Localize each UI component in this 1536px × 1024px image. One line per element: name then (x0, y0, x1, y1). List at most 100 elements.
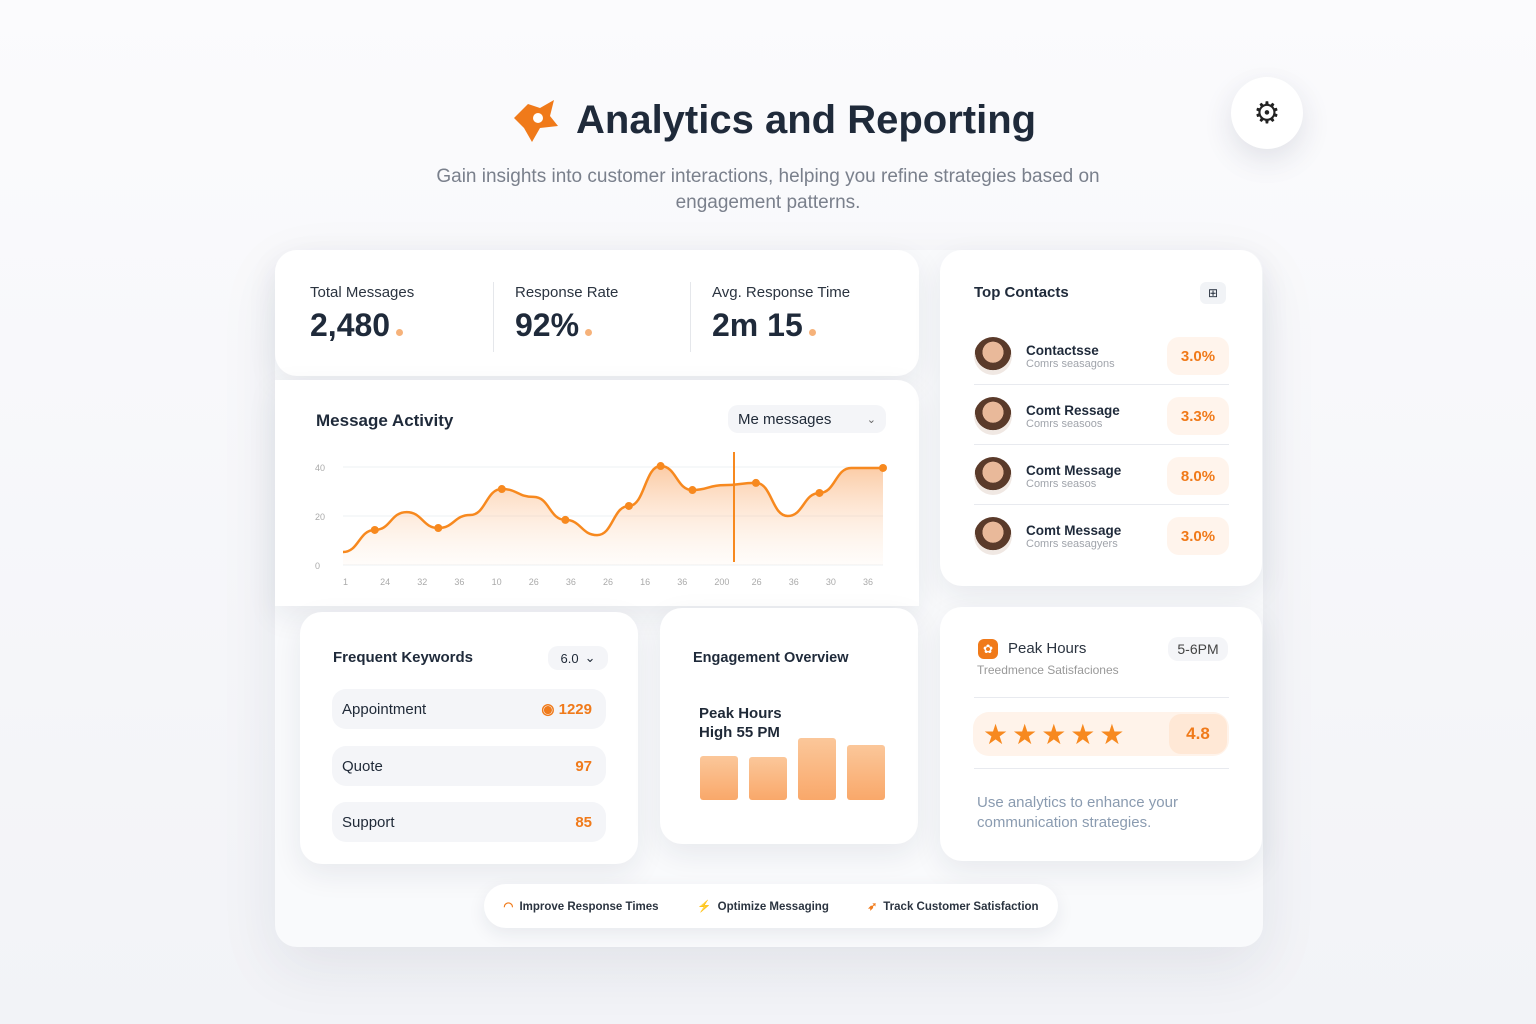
contact-name: Comt Message (1026, 522, 1122, 538)
rocket-icon: ➶ (867, 901, 878, 913)
data-point[interactable] (688, 486, 697, 495)
x-tick-label: 32 (417, 577, 427, 587)
keywords-title: Frequent Keywords (333, 649, 474, 666)
keyword-row[interactable]: Quote 97 (332, 746, 606, 786)
contact-row[interactable]: Comt Message Comrs seasos 8.0% (974, 454, 1229, 498)
engagement-title: Engagement Overview (693, 650, 849, 666)
data-point[interactable] (751, 478, 760, 487)
x-tick-label: 36 (789, 577, 799, 587)
keyword-count: 1229 (558, 701, 592, 718)
x-tick-label: 26 (603, 577, 613, 587)
contact-percent: 3.3% (1167, 397, 1229, 435)
engagement-overview-card: Engagement Overview Peak Hours High 55 PM (660, 608, 918, 844)
star-rating: ★★★★★ (983, 718, 1129, 750)
x-tick-label: 26 (529, 577, 539, 587)
keyword-label: Quote (342, 757, 383, 775)
link-label: Optimize Messaging (717, 901, 829, 913)
y-tick-label: 0 (315, 561, 320, 571)
contact-row[interactable]: Comt Message Comrs seasagyers 3.0% (974, 514, 1229, 558)
keyword-label: Appointment (342, 700, 427, 718)
data-point[interactable] (879, 463, 887, 472)
data-point[interactable] (815, 488, 824, 497)
contacts-title: Top Contacts (974, 284, 1069, 301)
improve-response-link[interactable]: ◠ Improve Response Times (503, 899, 658, 913)
contact-subtitle: Comrs seasos (1026, 477, 1097, 490)
data-point[interactable] (497, 485, 506, 494)
peak-range-badge: 5-6PM (1168, 637, 1228, 661)
contact-percent: 3.0% (1167, 517, 1229, 555)
gear-icon: ⚙ (1253, 96, 1281, 130)
optimize-messaging-link[interactable]: ⚡ Optimize Messaging (697, 899, 829, 913)
contact-subtitle: Comrs seasoos (1026, 417, 1103, 430)
x-tick-label: 36 (566, 577, 576, 587)
link-label: Track Customer Satisfaction (883, 901, 1039, 913)
data-point[interactable] (434, 524, 443, 533)
x-tick-label: 1 (343, 577, 348, 587)
x-tick-label: 24 (380, 577, 390, 587)
contact-percent: 8.0% (1167, 457, 1229, 495)
data-point[interactable] (656, 462, 665, 471)
contact-name: Contactsse (1026, 342, 1099, 358)
engagement-bar (700, 756, 738, 800)
chevron-down-icon: ⌄ (866, 413, 876, 426)
y-tick-label: 20 (315, 512, 325, 522)
data-point[interactable] (370, 525, 379, 534)
rating-bar: ★★★★★ 4.8 (973, 712, 1229, 756)
frequent-keywords-card: Frequent Keywords 6.0 ⌄ Appointment ◉ 1229… (300, 612, 638, 864)
metric-dropdown[interactable]: Me messages ⌄ (728, 405, 886, 433)
peak-label: Peak Hours (699, 705, 782, 722)
peak-subtitle: Treedmence Satisfaciones (977, 663, 1119, 677)
contact-name: Comt Message (1026, 462, 1122, 478)
peak-hours-card: ✿ Peak Hours 5-6PM Treedmence Satisfacio… (940, 607, 1262, 861)
stat-label: Response Rate (515, 284, 619, 301)
x-tick-label: 36 (677, 577, 687, 587)
y-tick-label: 40 (315, 463, 325, 473)
logo-icon (510, 98, 560, 144)
page-subtitle: Gain insights into customer interactions… (436, 166, 1100, 213)
export-icon[interactable]: ⊞ (1200, 282, 1226, 304)
top-contacts-card: Top Contacts ⊞ Contactsse Comrs seasagons… (940, 250, 1262, 586)
engagement-bar (847, 745, 885, 800)
link-label: Improve Response Times (519, 901, 659, 913)
keyword-label: Support (342, 813, 395, 831)
keyword-row[interactable]: Support 85 (332, 802, 606, 842)
keyword-count: 85 (575, 813, 592, 831)
x-tick-label: 10 (492, 577, 502, 587)
data-point[interactable] (561, 515, 570, 524)
rating-value: 4.8 (1169, 714, 1227, 754)
avatar (974, 517, 1012, 555)
contact-subtitle: Comrs seasagons (1026, 357, 1115, 370)
footer-actions: ◠ Improve Response Times ⚡ Optimize Messag… (484, 884, 1058, 928)
area-fill (343, 466, 883, 565)
stat-label: Total Messages (310, 284, 415, 301)
message-activity-card: Message Activity Me messages ⌄ 40 20 0 1 24 32… (275, 380, 919, 606)
stats-card: Total Messages 2,480 Response Rate 92% Avg… (275, 250, 919, 376)
dropdown-value: 6.0 (560, 650, 579, 666)
keywords-dropdown[interactable]: 6.0 ⌄ (548, 646, 608, 670)
contact-row[interactable]: Comt Ressage Comrs seasoos 3.3% (974, 394, 1229, 438)
keyword-row[interactable]: Appointment ◉ 1229 (332, 689, 606, 729)
engagement-bar (798, 738, 836, 800)
engagement-bar (749, 757, 787, 800)
stat-value: 92% (515, 307, 580, 343)
avatar (974, 337, 1012, 375)
page-title: Analytics and Reporting (576, 98, 1037, 142)
settings-button[interactable]: ⚙ (1231, 77, 1303, 149)
avatar (974, 397, 1012, 435)
dropdown-value: Me messages (738, 410, 832, 428)
activity-title: Message Activity (316, 411, 454, 430)
gauge-icon: ◠ (503, 901, 514, 913)
track-satisfaction-link[interactable]: ➶ Track Customer Satisfaction (868, 899, 1039, 913)
x-tick-label: 36 (863, 577, 873, 587)
stat-total-messages: Total Messages 2,480 (310, 284, 414, 344)
flame-icon: ◉ (541, 701, 559, 718)
data-point[interactable] (624, 501, 633, 510)
x-tick-label: 26 (752, 577, 762, 587)
peak-value: High 55 PM (699, 724, 780, 741)
keyword-count: 97 (575, 757, 592, 775)
contact-subtitle: Comrs seasagyers (1026, 537, 1118, 550)
contact-row[interactable]: Contactsse Comrs seasagons 3.0% (974, 334, 1229, 378)
x-tick-label: 36 (454, 577, 464, 587)
peak-title: Peak Hours (1008, 640, 1087, 657)
stat-response-rate: Response Rate 92% (515, 284, 618, 344)
